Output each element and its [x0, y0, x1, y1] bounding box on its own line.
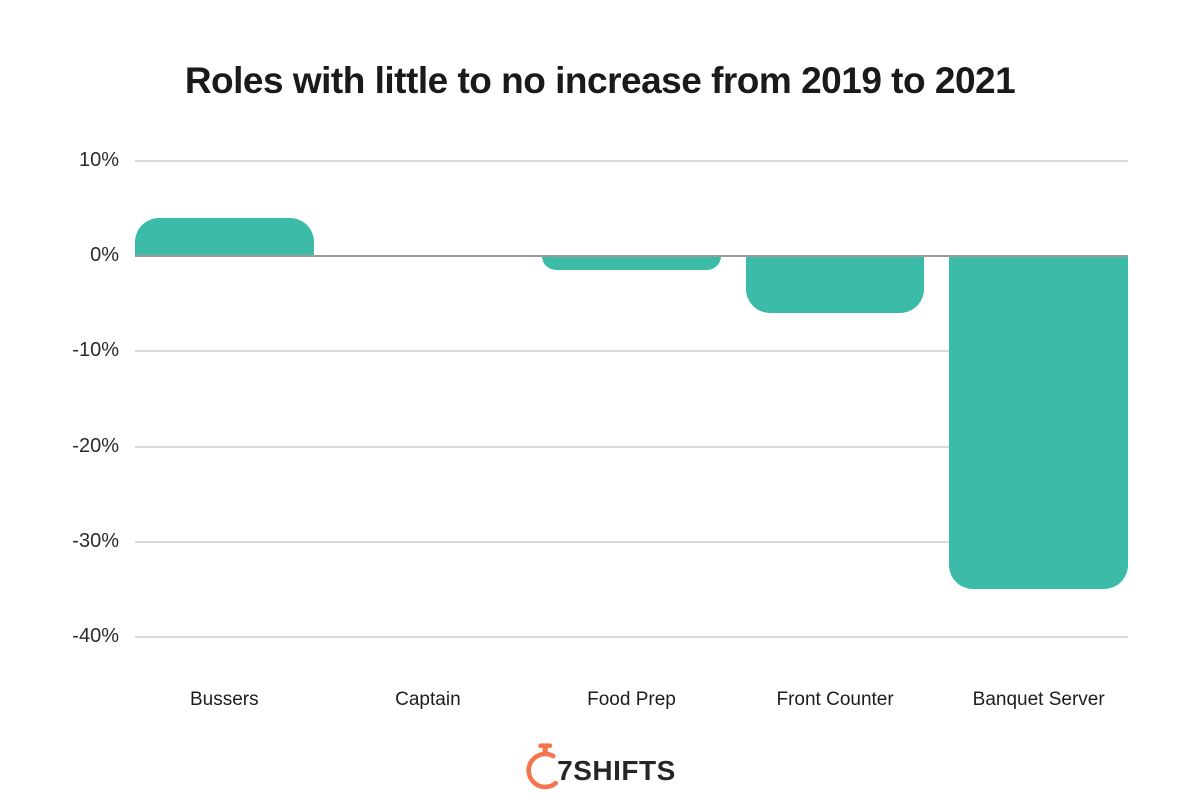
stopwatch-icon [526, 743, 559, 790]
gridline [135, 350, 1128, 353]
x-tick-label-front-counter: Front Counter [776, 689, 894, 710]
bar-banquet-server [949, 256, 1128, 590]
plot-area [135, 160, 1128, 638]
gridline [135, 445, 1128, 448]
y-tick-label: -20% [72, 434, 119, 457]
x-tick-label-captain: Captain [395, 689, 461, 710]
x-tick-label-bussers: Bussers [189, 689, 259, 710]
y-tick-label: -30% [72, 529, 119, 552]
chart-title: Roles with little to no increase from 20… [184, 60, 1016, 101]
y-tick-label: -40% [72, 625, 119, 648]
y-tick-label: 10% [78, 149, 119, 172]
bar-front-counter [745, 256, 925, 314]
brand-footer: 7SHIFTS [0, 740, 1200, 792]
bar-food-prep [542, 256, 721, 271]
x-tick-label-banquet-server: Banquet Server [972, 689, 1105, 710]
y-tick-label: 0% [90, 244, 119, 267]
gridline [135, 540, 1128, 543]
logo-text: 7SHIFTS [557, 755, 676, 786]
gridline [135, 160, 1128, 162]
bar-bussers [135, 218, 314, 257]
gridline [135, 636, 1128, 638]
x-axis-labels: Bussers Captain Food Prep Front Counter Banq… [135, 689, 1128, 719]
y-tick-label: -10% [72, 339, 119, 362]
y-axis-labels: 10% 0% -10% -20% -30% -40% [0, 149, 119, 647]
zero-axis-line [135, 255, 1128, 258]
x-tick-label-food-prep: Food Prep [587, 689, 676, 710]
